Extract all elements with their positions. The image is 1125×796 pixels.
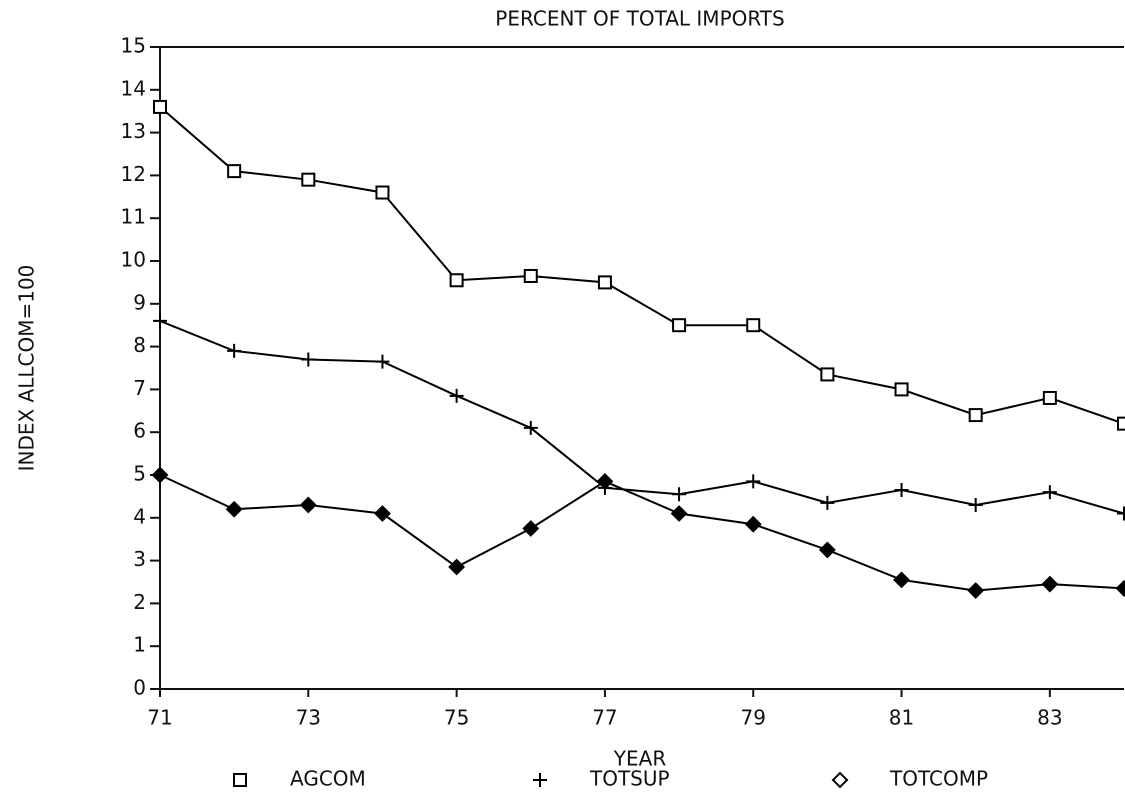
- marker: [1041, 575, 1059, 593]
- marker: [227, 164, 242, 179]
- marker: [744, 515, 762, 533]
- x-tick-label: 77: [592, 706, 617, 730]
- y-tick-label: 15: [121, 34, 146, 58]
- legend-label: TOTCOMP: [889, 767, 988, 791]
- marker: [449, 273, 464, 288]
- legend-label: TOTSUP: [589, 767, 670, 791]
- marker: [1117, 506, 1125, 521]
- legend-marker: [233, 773, 247, 787]
- marker: [448, 558, 466, 576]
- marker: [894, 382, 909, 397]
- marker: [374, 505, 391, 522]
- marker: [225, 500, 243, 518]
- marker: [301, 172, 316, 187]
- x-tick-label: 75: [444, 706, 469, 730]
- marker: [746, 474, 761, 489]
- marker: [375, 354, 390, 369]
- marker: [893, 571, 910, 589]
- marker: [894, 482, 909, 497]
- y-tick-label: 3: [133, 547, 146, 571]
- marker: [522, 520, 540, 537]
- marker: [818, 541, 836, 559]
- y-tick-label: 0: [133, 676, 146, 700]
- y-axis-label: INDEX ALLCOM=100: [15, 265, 39, 472]
- y-tick-label: 8: [133, 333, 146, 357]
- series-line: [159, 474, 1125, 592]
- legend-label: AGCOM: [290, 767, 366, 791]
- x-tick-label: 81: [889, 706, 914, 730]
- y-tick-label: 12: [121, 162, 146, 186]
- marker: [153, 99, 167, 114]
- marker: [820, 367, 835, 382]
- marker: [151, 466, 169, 484]
- y-tick-label: 14: [121, 76, 146, 100]
- marker: [1042, 390, 1057, 405]
- x-tick-label: 83: [1037, 706, 1062, 730]
- y-tick-label: 9: [133, 290, 146, 314]
- x-tick-label: 73: [296, 706, 321, 730]
- marker: [375, 185, 390, 200]
- x-tick-label: 79: [741, 706, 766, 730]
- marker: [299, 496, 317, 514]
- marker: [1115, 580, 1125, 597]
- series-line: [159, 106, 1125, 425]
- y-tick-label: 11: [121, 205, 146, 229]
- marker: [1117, 416, 1125, 431]
- y-tick-label: 4: [133, 504, 146, 528]
- chart-title: PERCENT OF TOTAL IMPORTS: [495, 7, 784, 31]
- marker: [746, 318, 761, 333]
- marker: [670, 505, 688, 522]
- marker: [449, 388, 464, 403]
- marker: [596, 473, 614, 490]
- y-tick-label: 13: [121, 119, 146, 143]
- marker: [597, 275, 612, 290]
- legend-marker: [831, 771, 849, 789]
- y-tick-label: 7: [133, 376, 146, 400]
- marker: [672, 318, 687, 333]
- marker: [967, 582, 985, 599]
- y-tick-label: 1: [133, 633, 146, 657]
- y-tick-label: 6: [133, 419, 146, 443]
- x-tick-label: 71: [147, 706, 172, 730]
- marker: [153, 313, 167, 328]
- y-tick-label: 10: [121, 248, 146, 272]
- marker: [820, 495, 835, 510]
- marker: [523, 268, 538, 283]
- x-axis-label: YEAR: [613, 747, 667, 771]
- marker: [523, 420, 538, 435]
- y-tick-label: 5: [133, 462, 146, 486]
- marker: [301, 352, 316, 367]
- marker: [672, 487, 687, 502]
- y-tick-label: 2: [133, 590, 146, 614]
- legend-marker: [533, 773, 547, 787]
- marker: [227, 343, 242, 358]
- series-line: [159, 319, 1125, 515]
- marker: [1042, 485, 1057, 500]
- marker: [968, 497, 983, 512]
- marker: [968, 408, 983, 423]
